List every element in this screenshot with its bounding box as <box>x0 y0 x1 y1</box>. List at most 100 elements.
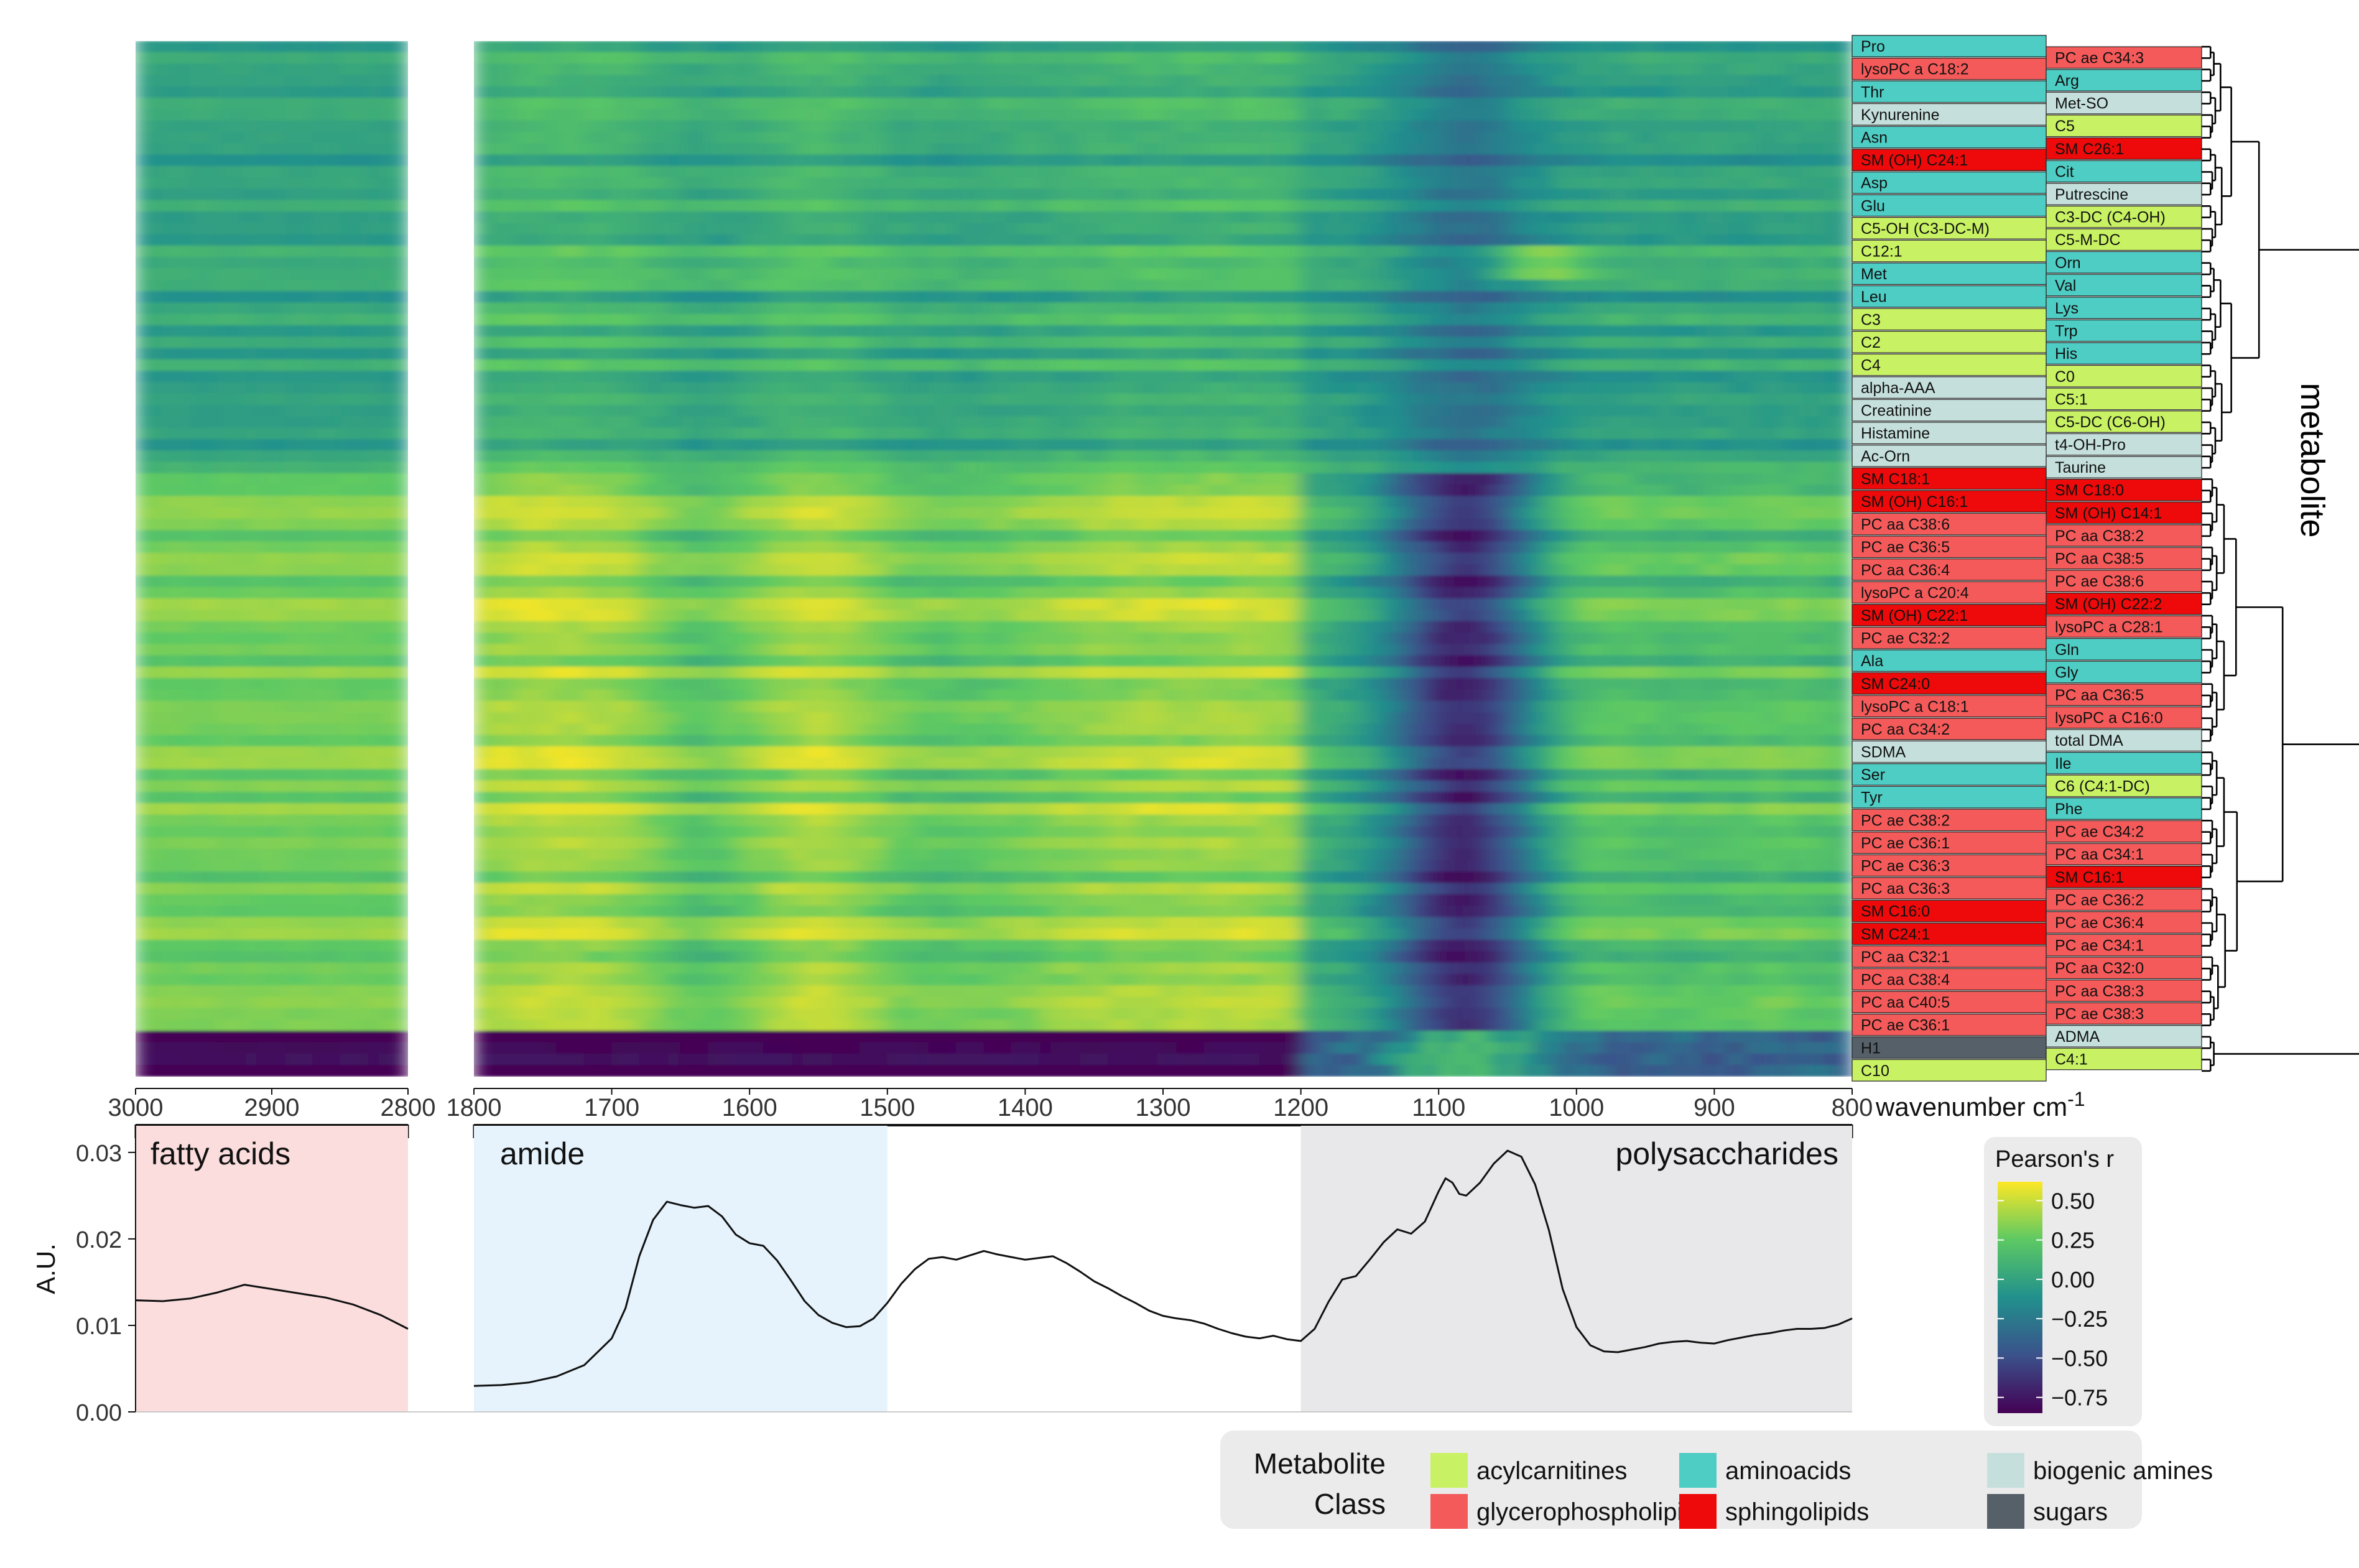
heatmap-cell <box>136 883 150 895</box>
heatmap-cell <box>1093 245 1108 258</box>
heatmap-cell <box>353 837 368 850</box>
heatmap-cell <box>340 63 354 76</box>
heatmap-cell <box>735 336 750 349</box>
heatmap-cell <box>611 200 626 212</box>
heatmap-cell <box>1713 359 1729 372</box>
heatmap-cell <box>1672 41 1687 53</box>
heatmap-cell <box>680 143 695 155</box>
heatmap-cell <box>749 143 764 155</box>
heatmap-cell <box>983 245 998 258</box>
heatmap-cell <box>394 860 408 873</box>
heatmap-cell <box>1713 177 1729 190</box>
heatmap-cell <box>366 883 381 895</box>
heatmap-cell <box>190 291 204 304</box>
heatmap-cell <box>501 336 516 349</box>
heatmap-cell <box>749 393 764 406</box>
heatmap-cell <box>149 1053 164 1066</box>
heatmap-cell <box>299 871 313 884</box>
heatmap-cell <box>136 735 150 747</box>
heatmap-cell <box>1548 52 1564 65</box>
heatmap-cell <box>244 825 259 838</box>
heatmap-cell <box>176 598 191 611</box>
heatmap-cell <box>1424 165 1439 179</box>
heatmap-cell <box>1796 131 1812 144</box>
heatmap-cell <box>1149 75 1164 87</box>
heatmap-cell <box>1039 165 1054 179</box>
heatmap-cell <box>162 758 177 770</box>
heatmap-cell <box>1672 52 1687 65</box>
heatmap-cell <box>216 120 231 132</box>
heatmap-cell <box>1203 291 1219 304</box>
heatmap-cell <box>790 97 805 110</box>
heatmap-cell <box>1493 177 1508 190</box>
heatmap-cell <box>694 52 709 65</box>
heatmap-cell <box>190 860 204 873</box>
heatmap-cell <box>652 279 667 292</box>
heatmap-cell <box>970 41 985 53</box>
heatmap-cell <box>1686 41 1701 53</box>
heatmap-cell <box>299 951 313 963</box>
heatmap-cell <box>804 120 819 132</box>
heatmap-cell <box>666 279 681 292</box>
heatmap-cell <box>394 177 408 190</box>
heatmap-cell <box>1066 371 1081 383</box>
heatmap-cell <box>216 985 231 998</box>
heatmap-cell <box>1438 52 1453 65</box>
heatmap-cell <box>299 325 313 338</box>
heatmap-cell <box>597 359 613 372</box>
heatmap-cell <box>257 313 272 326</box>
heatmap-cell <box>285 120 300 132</box>
heatmap-cell <box>1576 348 1591 360</box>
heatmap-cell <box>873 268 888 281</box>
heatmap-cell <box>203 883 218 895</box>
heatmap-cell <box>162 496 177 508</box>
heatmap-cell <box>1507 177 1522 190</box>
heatmap-cell <box>1397 371 1412 383</box>
heatmap-cell <box>162 985 177 998</box>
heatmap-cell <box>1507 41 1522 53</box>
heatmap-cell <box>983 143 998 155</box>
heatmap-cell <box>190 906 204 918</box>
heatmap-cell <box>244 575 259 588</box>
heatmap-cell <box>1107 279 1123 292</box>
heatmap-cell <box>529 211 544 224</box>
heatmap-cell <box>1369 63 1384 76</box>
heatmap-cell <box>818 348 833 360</box>
heatmap-cell <box>1796 75 1812 87</box>
heatmap-cell <box>873 393 888 406</box>
heatmap-cell <box>312 871 327 884</box>
heatmap-cell <box>652 52 667 65</box>
heatmap-cell <box>1438 382 1453 394</box>
heatmap-cell <box>777 313 792 326</box>
heatmap-cell <box>230 450 245 463</box>
heatmap-cell <box>1093 165 1108 179</box>
heatmap-cell <box>487 120 502 132</box>
heatmap-cell <box>818 371 833 383</box>
heatmap-cell <box>1769 97 1784 110</box>
heatmap-cell <box>1231 75 1246 87</box>
heatmap-cell <box>203 996 218 1009</box>
heatmap-cell <box>1355 109 1370 121</box>
heatmap-cell <box>299 973 313 986</box>
heatmap-cell <box>1480 154 1495 167</box>
heatmap-cell <box>326 291 340 304</box>
heatmap-cell <box>1645 325 1660 338</box>
heatmap-cell <box>203 131 218 144</box>
heatmap-cell <box>1424 245 1439 258</box>
heatmap-cell <box>597 348 613 360</box>
heatmap-cell <box>1562 131 1577 144</box>
heatmap-cell <box>366 860 381 873</box>
heatmap-cell <box>1438 75 1453 87</box>
heatmap-cell <box>777 291 792 304</box>
heatmap-cell <box>1493 245 1508 258</box>
heatmap-cell <box>818 109 833 121</box>
heatmap-cell <box>203 291 218 304</box>
heatmap-cell <box>190 336 204 349</box>
heatmap-cell <box>1218 371 1233 383</box>
heatmap-cell <box>1162 120 1177 132</box>
heatmap-cell <box>394 41 408 53</box>
heatmap-cell <box>216 780 231 793</box>
heatmap-cell <box>1631 63 1646 76</box>
heatmap-cell <box>203 871 218 884</box>
heatmap-cell <box>1121 268 1136 281</box>
